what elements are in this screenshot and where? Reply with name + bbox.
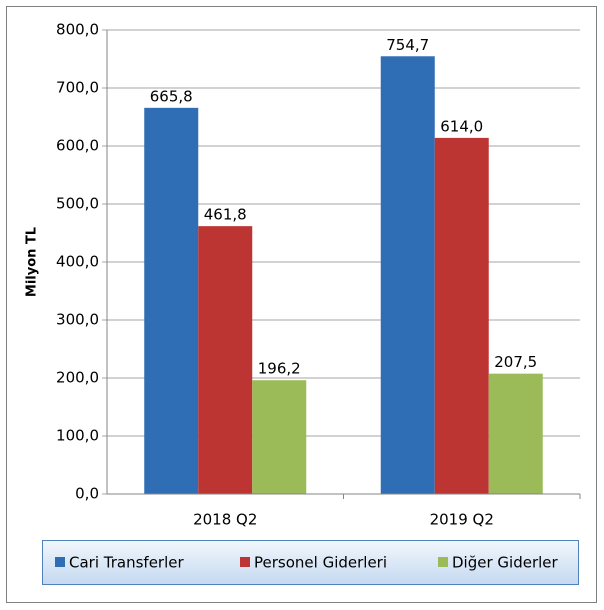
legend-label: Cari Transferler — [69, 554, 184, 572]
legend-swatch — [55, 557, 65, 567]
y-tick-label: 0,0 — [75, 485, 99, 503]
legend-swatch — [240, 557, 250, 567]
value-label: 461,8 — [204, 206, 247, 224]
x-tick-label: 2019 Q2 — [430, 511, 494, 529]
legend-box — [42, 540, 579, 585]
y-tick-label: 700,0 — [56, 79, 99, 97]
bar — [252, 380, 307, 494]
bar — [488, 373, 543, 494]
chart-border — [6, 6, 597, 603]
bar — [144, 107, 199, 494]
y-tick-label: 600,0 — [56, 137, 99, 155]
value-label: 754,7 — [386, 36, 429, 54]
bar — [434, 137, 489, 494]
y-tick-label: 500,0 — [56, 195, 99, 213]
y-tick-label: 100,0 — [56, 427, 99, 445]
legend-swatch — [438, 557, 448, 567]
value-label: 614,0 — [440, 117, 483, 135]
legend-label: Personel Giderleri — [254, 554, 387, 572]
value-label: 207,5 — [494, 353, 537, 371]
x-tick-label: 2018 Q2 — [193, 511, 257, 529]
bar — [380, 56, 435, 495]
y-tick-label: 400,0 — [56, 253, 99, 271]
legend-label: Diğer Giderler — [452, 554, 559, 572]
y-tick-label: 800,0 — [56, 21, 99, 39]
y-axis-label: Milyon TL — [25, 227, 40, 297]
y-tick-label: 200,0 — [56, 369, 99, 387]
value-label: 196,2 — [258, 360, 301, 378]
value-label: 665,8 — [150, 87, 193, 105]
y-tick-label: 300,0 — [56, 311, 99, 329]
bar — [198, 226, 253, 494]
